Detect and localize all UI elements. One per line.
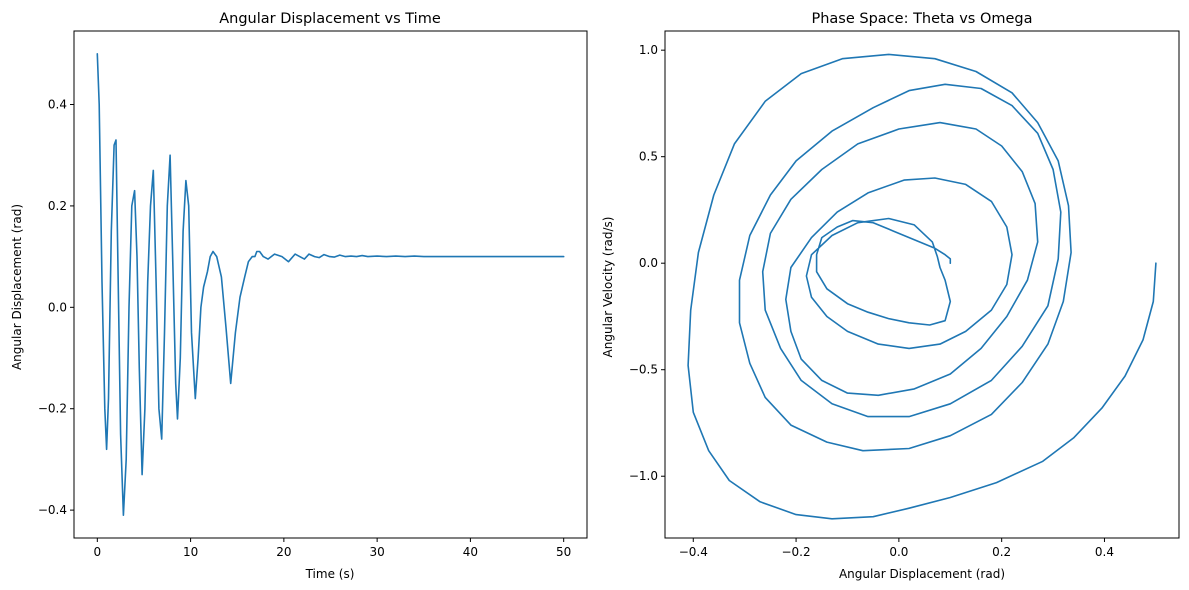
y-tick-label: −0.4 — [38, 503, 67, 517]
x-axis-label: Angular Displacement (rad) — [839, 567, 1005, 581]
y-tick-label: 0.5 — [639, 150, 658, 164]
axis-ticks: −0.4 −0.2 0.0 0.2 0.4 −1.0 −0.5 0.0 0.5 1.0 — [629, 43, 1114, 559]
plot-area — [96, 52, 565, 517]
chart-title: Angular Displacement vs Time — [219, 11, 441, 27]
y-axis-label: Angular Velocity (rad/s) — [601, 217, 615, 358]
x-tick-label: 0.4 — [1095, 545, 1114, 559]
x-tick-label: 0.0 — [889, 545, 908, 559]
y-tick-label: 0.0 — [639, 256, 658, 270]
y-tick-label: 0.2 — [48, 199, 67, 213]
x-tick-label: 10 — [183, 545, 198, 559]
x-tick-label: 50 — [556, 545, 571, 559]
axis-ticks: 0 10 20 30 40 50 −0.4 −0.2 0.0 0.2 0.4 — [38, 98, 571, 559]
x-tick-label: 0.2 — [992, 545, 1011, 559]
x-tick-label: −0.2 — [781, 545, 810, 559]
axes-frame — [664, 30, 1180, 539]
x-tick-label: 20 — [276, 545, 291, 559]
y-tick-label: −1.0 — [629, 469, 658, 483]
chart-phase-space-theta-vs-omega: Phase Space: Theta vs Omega Angular Disp… — [601, 11, 1180, 581]
axes-frame — [73, 30, 588, 539]
y-tick-label: 1.0 — [639, 43, 658, 57]
y-tick-label: 0.4 — [48, 98, 67, 112]
y-axis-label: Angular Displacement (rad) — [10, 204, 24, 370]
x-tick-label: 0 — [93, 545, 101, 559]
plot-area — [687, 53, 1157, 520]
x-tick-label: 40 — [463, 545, 478, 559]
series-line — [687, 53, 1157, 520]
series-line — [96, 52, 565, 517]
chart-angular-displacement-vs-time: Angular Displacement vs Time Time (s) An… — [10, 11, 588, 581]
x-tick-label: −0.4 — [679, 545, 708, 559]
y-tick-label: 0.0 — [48, 300, 67, 314]
y-tick-label: −0.5 — [629, 363, 658, 377]
chart-title: Phase Space: Theta vs Omega — [811, 11, 1032, 27]
x-axis-label: Time (s) — [305, 567, 355, 581]
x-tick-label: 30 — [369, 545, 384, 559]
y-tick-label: −0.2 — [38, 402, 67, 416]
